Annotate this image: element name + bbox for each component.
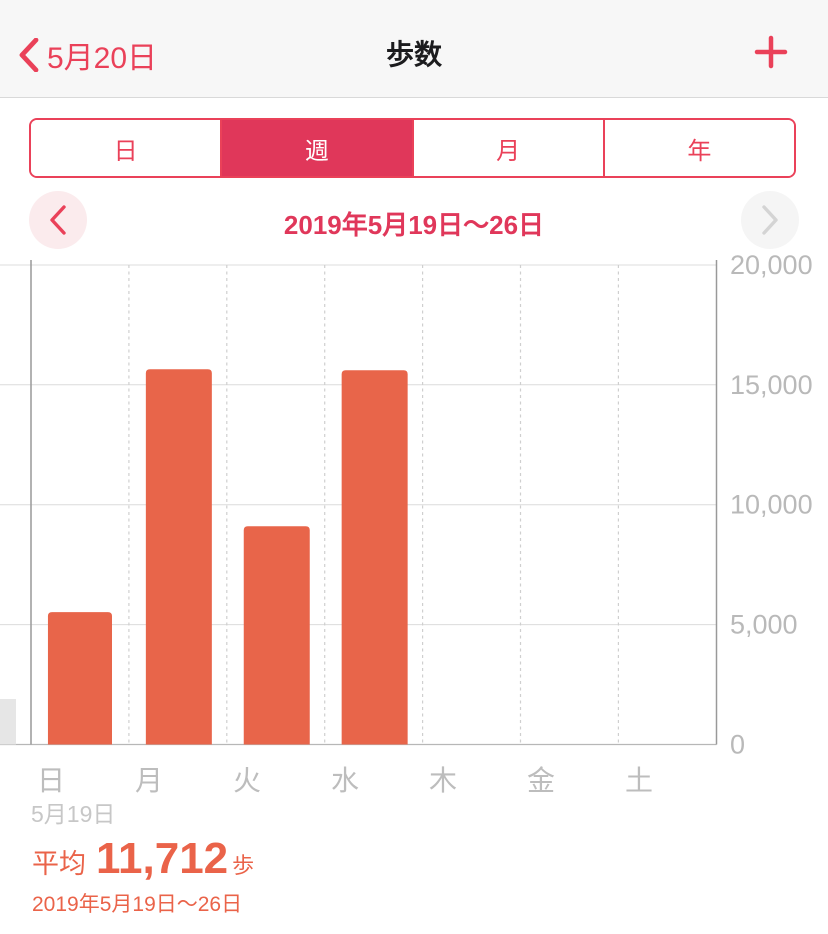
svg-text:金: 金 [527,765,555,796]
svg-text:5月19日: 5月19日 [31,801,115,827]
svg-text:日: 日 [37,765,65,796]
svg-text:土: 土 [625,765,653,796]
svg-text:0: 0 [730,730,745,760]
svg-text:火: 火 [233,765,261,796]
svg-text:10,000: 10,000 [730,490,813,520]
svg-text:20,000: 20,000 [730,250,813,280]
svg-text:月: 月 [135,765,163,796]
svg-text:水: 水 [331,765,359,796]
svg-text:15,000: 15,000 [730,370,813,400]
svg-text:5,000: 5,000 [730,610,798,640]
svg-text:木: 木 [429,765,457,796]
